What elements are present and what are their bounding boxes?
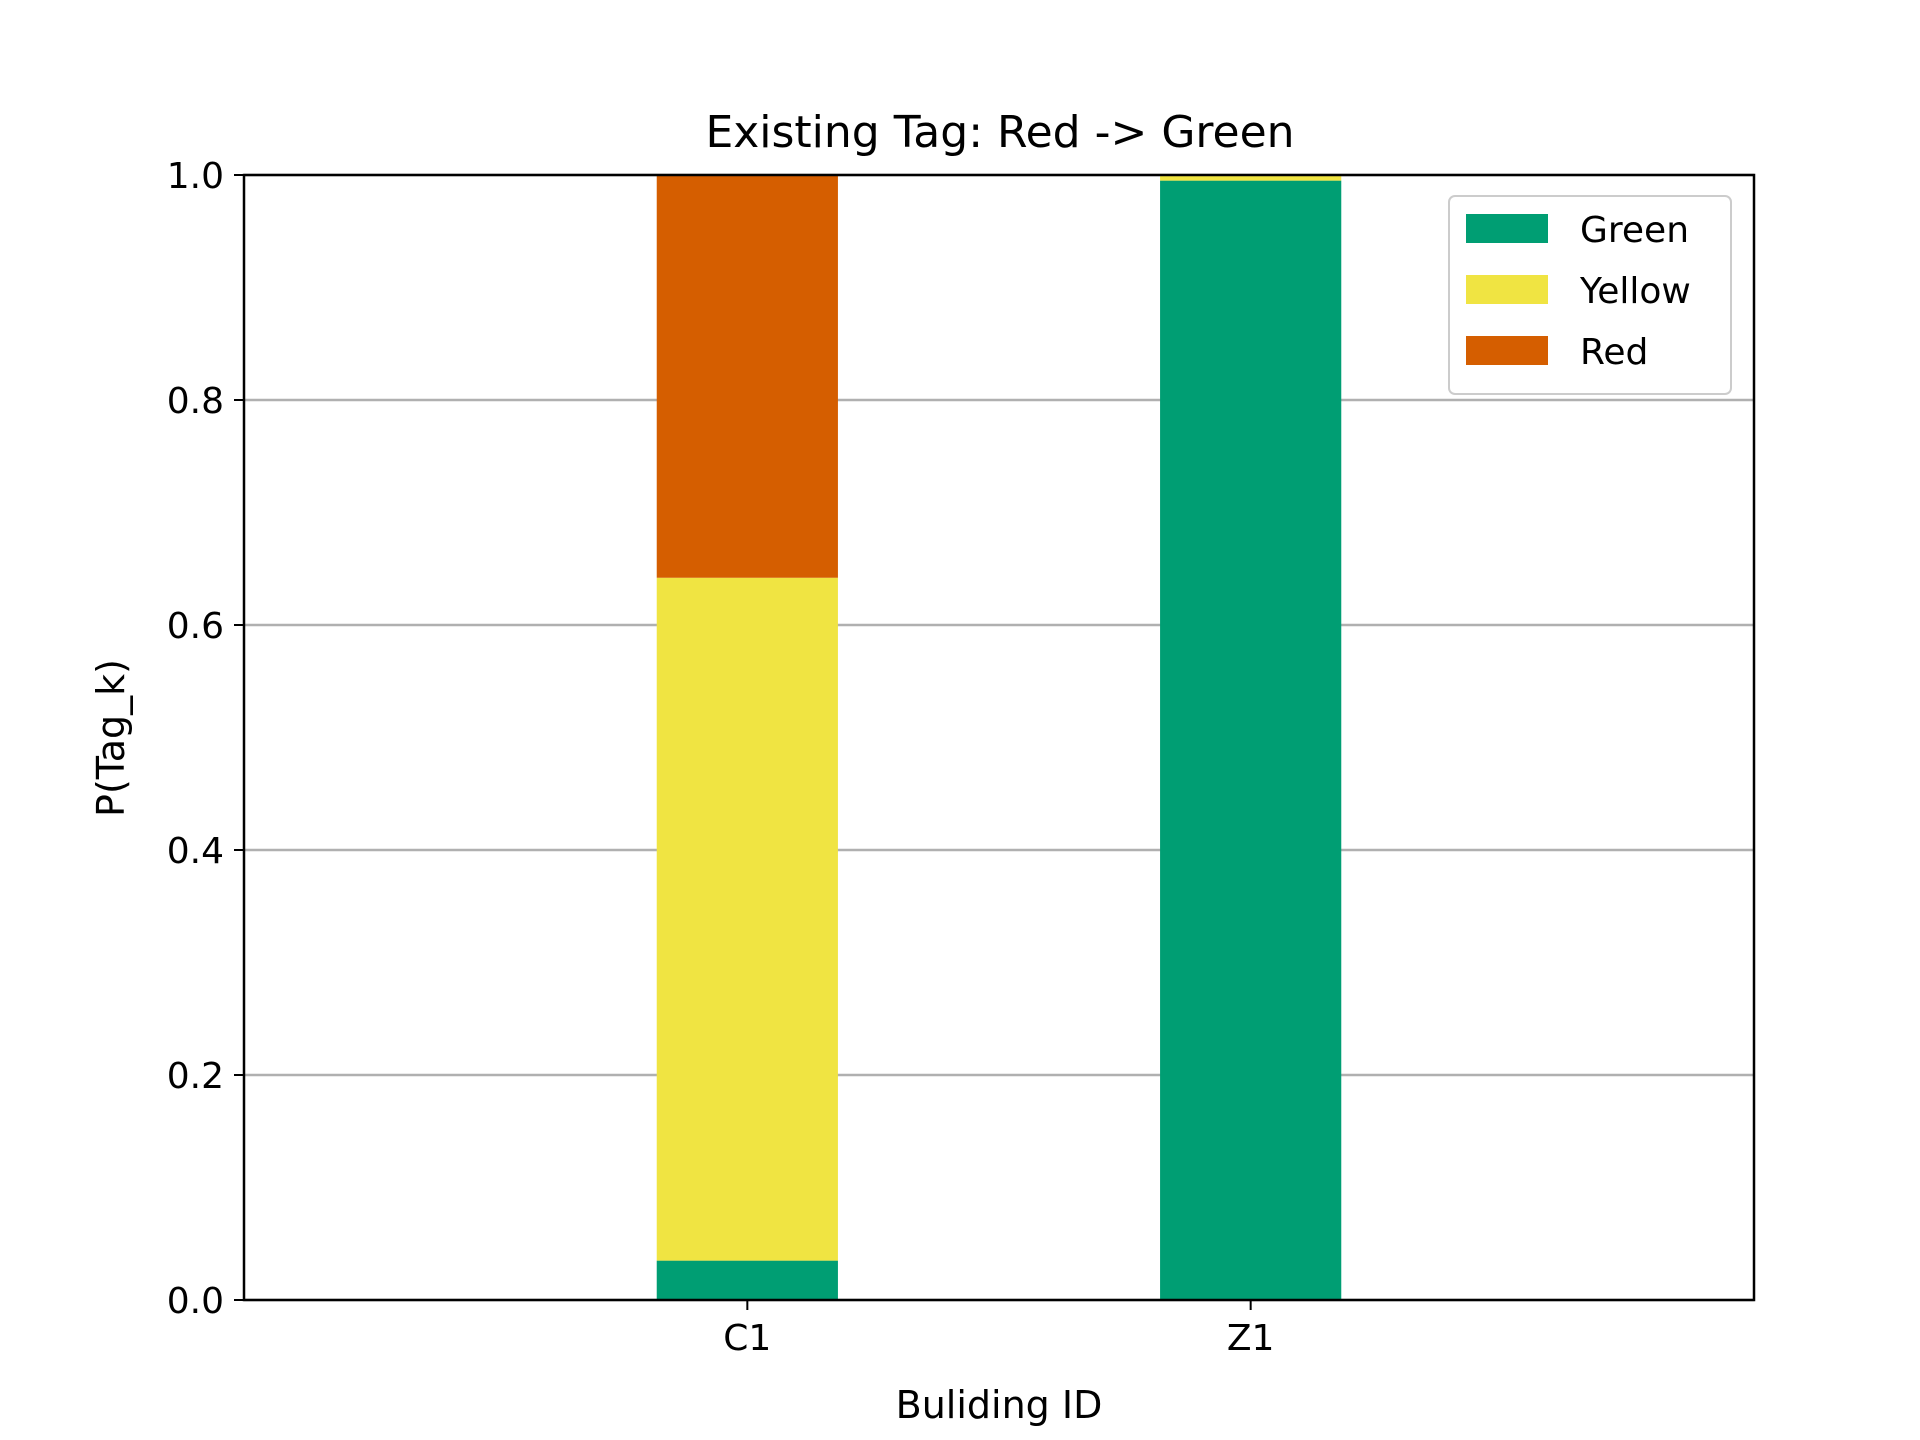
y-tick-label: 0.0 bbox=[167, 1281, 224, 1322]
legend-label-green: Green bbox=[1580, 210, 1689, 251]
y-tick-label: 1.0 bbox=[167, 156, 224, 197]
bar-segment-c1-green bbox=[656, 1260, 838, 1300]
legend-swatch-yellow bbox=[1466, 275, 1548, 304]
legend-label-yellow: Yellow bbox=[1579, 271, 1691, 312]
x-tick-label: C1 bbox=[723, 1318, 771, 1359]
bar-segment-z1-yellow bbox=[1160, 175, 1342, 181]
y-tick-label: 0.6 bbox=[167, 606, 224, 647]
legend-label-red: Red bbox=[1580, 332, 1648, 373]
bar-segment-c1-yellow bbox=[656, 577, 838, 1261]
legend-swatch-red bbox=[1466, 336, 1548, 365]
y-tick-label: 0.8 bbox=[167, 381, 224, 422]
legend: Green Yellow Red bbox=[1448, 195, 1732, 395]
y-tick-label: 0.4 bbox=[167, 831, 224, 872]
x-axis-label: Buliding ID bbox=[896, 1383, 1103, 1427]
bar-segment-c1-red bbox=[656, 175, 838, 578]
x-axis-ticks: C1 Z1 bbox=[723, 1300, 1274, 1359]
x-tick-label: Z1 bbox=[1227, 1318, 1275, 1359]
y-axis-label: P(Tag_k) bbox=[89, 659, 133, 817]
legend-swatch-green bbox=[1466, 214, 1548, 243]
plot-frame bbox=[242, 173, 1756, 1302]
bars bbox=[656, 175, 1342, 1300]
y-axis-ticks: 0.0 0.2 0.4 0.6 0.8 1.0 bbox=[167, 156, 244, 1322]
bar-segment-z1-green bbox=[1160, 180, 1342, 1300]
chart-title: Existing Tag: Red -> Green bbox=[705, 107, 1294, 158]
y-tick-label: 0.2 bbox=[167, 1056, 224, 1097]
